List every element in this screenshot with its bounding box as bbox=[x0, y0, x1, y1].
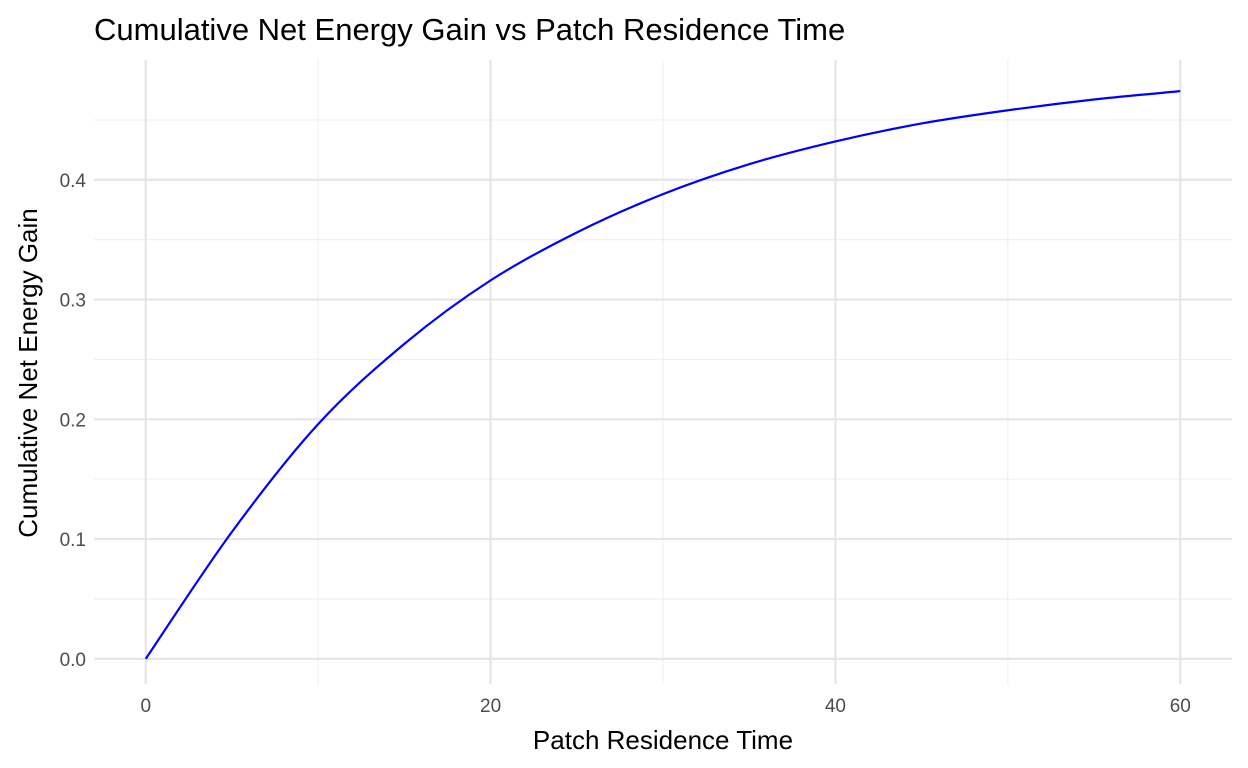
y-tick-label: 0.4 bbox=[60, 171, 87, 192]
y-tick-label: 0.2 bbox=[60, 410, 86, 431]
chart-title: Cumulative Net Energy Gain vs Patch Resi… bbox=[94, 12, 845, 47]
y-tick-label: 0.0 bbox=[60, 650, 86, 671]
series-layer bbox=[144, 90, 1181, 660]
x-axis-title: Patch Residence Time bbox=[533, 725, 793, 755]
y-axis-title: Cumulative Net Energy Gain bbox=[13, 208, 43, 537]
x-tick-label: 40 bbox=[825, 696, 846, 717]
minor-gridlines bbox=[94, 60, 1232, 684]
x-tick-label: 0 bbox=[140, 696, 151, 717]
x-tick-label: 60 bbox=[1170, 696, 1191, 717]
major-gridlines bbox=[94, 60, 1232, 684]
y-tick-label: 0.1 bbox=[60, 530, 86, 551]
x-tick-label: 20 bbox=[480, 696, 501, 717]
tick-labels: 0 20 40 60 0.0 0.1 0.2 0.3 0.4 bbox=[60, 171, 1191, 717]
series-line bbox=[144, 90, 1181, 660]
y-tick-label: 0.3 bbox=[60, 291, 86, 312]
